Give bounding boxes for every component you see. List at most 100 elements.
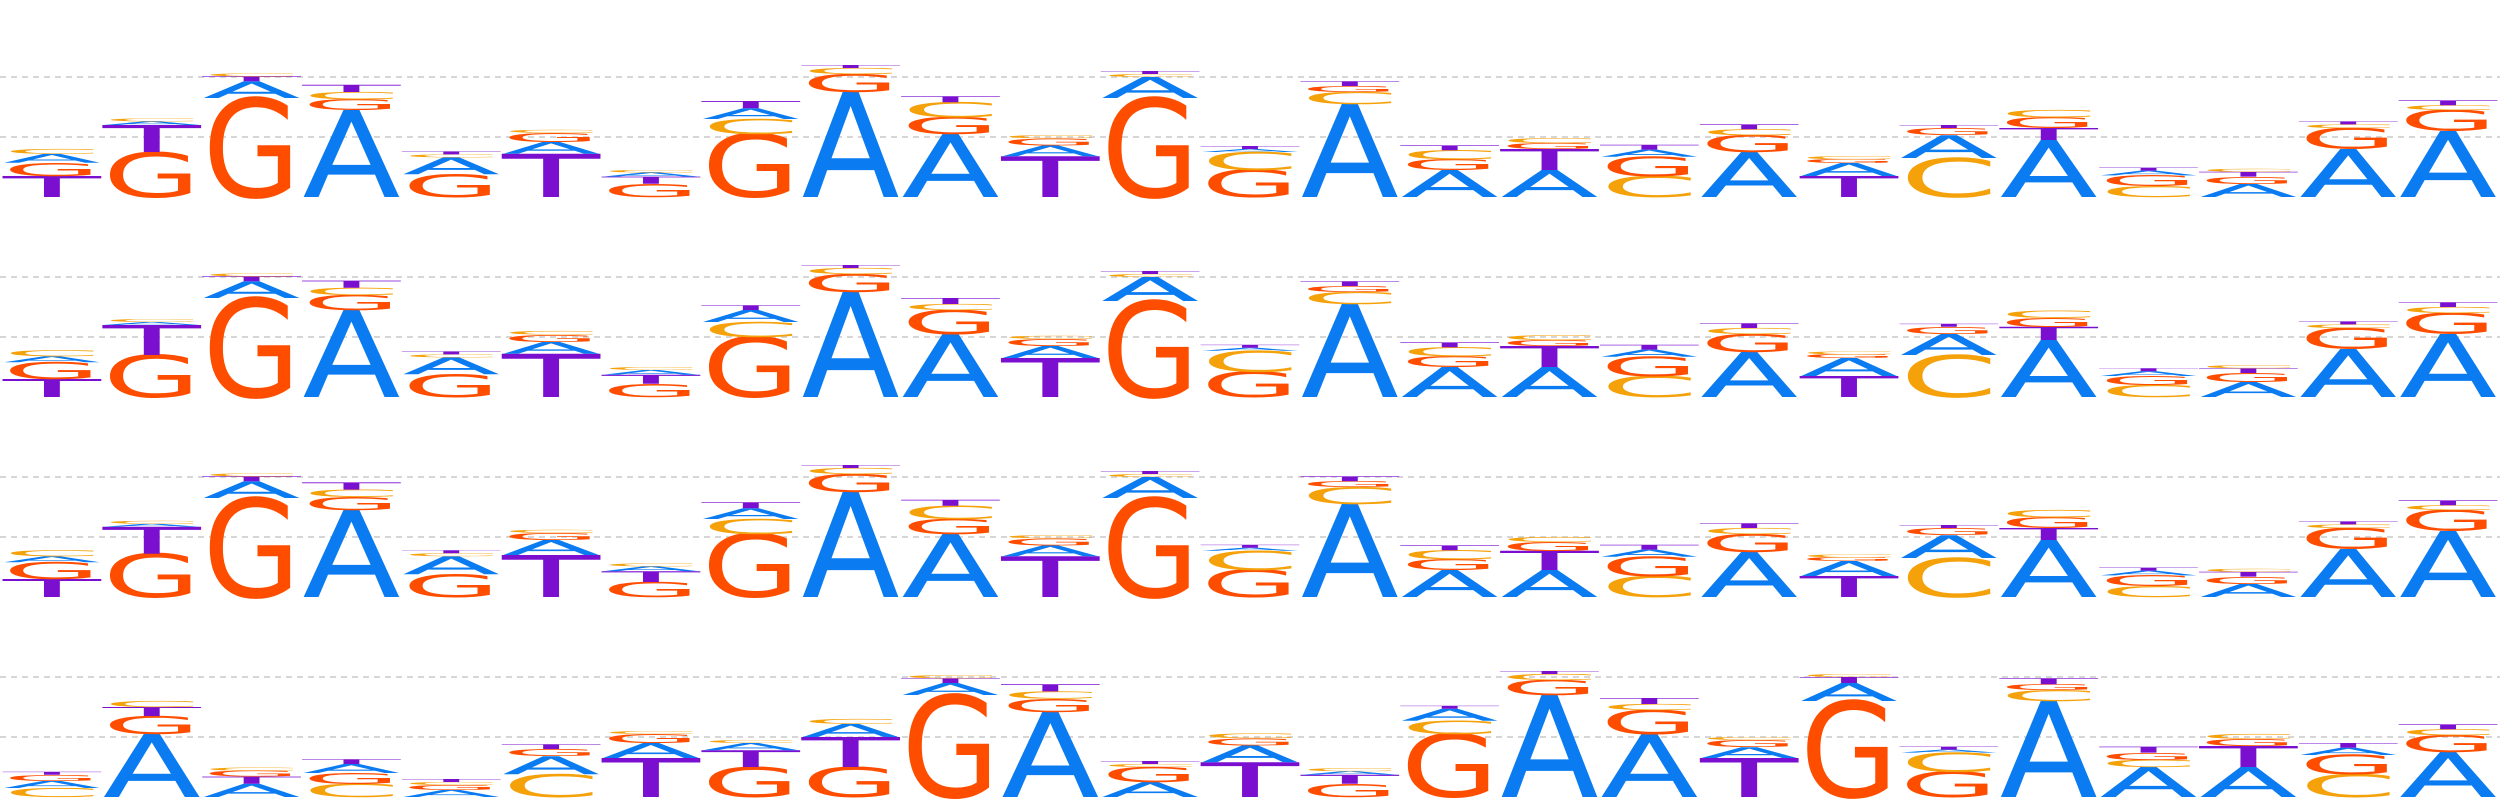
logo-letter-g-r1-p16: G [1501,141,1599,151]
logo-letter-t-r4-p4: T [301,758,401,766]
logo-letter-g-r4-p15: G [1401,717,1499,800]
logo-letter-a-r4-p25: A [2399,740,2497,800]
logo-letter-c-r2-p14: C [1301,289,1399,308]
logo-letter-t-r4-p14: T [1300,772,1400,786]
logo-letter-g-r3-p16: G [1501,540,1599,554]
logo-letter-a-r2-p18: A [1700,340,1798,412]
logo-letter-c-r3-p12: C [1101,473,1199,478]
logo-letter-c-r4-p23: C [2199,733,2297,741]
logo-letter-c-r2-p17: C [1600,370,1698,404]
logo-letter-c-r1-p21: C [2000,108,2098,119]
logo-letter-g-r4-p3: G [203,769,301,779]
logo-letter-g-r3-p23: G [2199,575,2297,586]
logo-letter-g-r4-p7: G [602,732,700,746]
logo-letter-a-r2-p25: A [2399,317,2497,418]
logo-letter-a-r3-p14: A [1301,478,1399,627]
logo-letter-a-r4-p4: A [303,762,401,776]
logo-letter-a-r1-p23: A [2199,180,2297,201]
logo-letter-t-r2-p18: T [1699,322,1799,330]
logo-letter-g-r4-p14: G [1301,780,1399,800]
logo-letter-c-r1-p11: C [1001,134,1099,139]
logo-letter-g-r2-p13: G [1201,365,1299,405]
logo-letter-a-r2-p7: A [602,369,700,377]
logo-letter-t-r3-p13: T [1200,544,1300,549]
logo-letter-c-r3-p3: C [203,473,301,478]
logo-letter-g-r2-p18: G [1700,329,1798,357]
logo-letter-a-r1-p7: A [602,171,700,178]
logo-letter-a-r2-p22: A [2100,370,2198,378]
logo-letter-t-r1-p21: T [1998,125,2098,144]
logo-letter-c-r2-p23: C [2199,364,2297,369]
logo-letter-g-r2-p25: G [2399,307,2497,341]
logo-letter-a-r2-p19: A [1800,353,1898,382]
logo-letter-t-r1-p4: T [301,83,401,94]
logo-letter-t-r1-p25: T [2398,99,2498,107]
logo-letter-a-r1-p22: A [2100,169,2198,177]
logo-letter-t-r4-p15: T [1399,705,1499,710]
logo-letter-a-r2-p21: A [2000,325,2098,416]
logo-letter-c-r4-p7: C [602,730,700,735]
logo-letter-a-r4-p17: A [1600,717,1698,800]
logo-letter-t-r4-p25: T [2398,723,2498,731]
logo-letter-g-r3-p3: G [203,471,301,629]
logo-letter-a-r3-p17: A [1600,548,1698,559]
logo-letter-a-r4-p19: A [1800,678,1898,707]
logo-letter-g-r2-p10: G [902,303,1000,342]
logo-letter-g-r2-p1: G [3,358,101,385]
logo-letter-c-r4-p11: C [1001,690,1099,701]
logo-letter-g-r1-p6: G [502,131,600,145]
logo-letter-a-r3-p5: A [402,552,500,581]
logo-letter-a-r3-p6: A [502,536,600,560]
logo-letter-g-r1-p7: G [602,180,700,201]
logo-letter-t-r4-p24: T [2298,742,2398,750]
logo-letter-a-r1-p14: A [1301,78,1399,227]
logo-letter-a-r3-p25: A [2399,514,2497,619]
logo-letter-t-r4-p19: T [1799,675,1899,685]
logo-letter-g-r3-p13: G [1201,563,1299,606]
logo-letter-c-r1-p9: C [802,66,900,76]
logo-letter-c-r4-p17: C [1600,702,1698,712]
logo-letter-a-r4-p8: A [702,741,800,752]
logo-letter-g-r1-p12: G [1101,71,1199,229]
logo-letter-g-r3-p22: G [2100,573,2198,590]
logo-letter-c-r2-p16: C [1501,334,1599,342]
logo-letter-t-r3-p11: T [1000,546,1100,611]
logo-letter-a-r2-p5: A [402,353,500,380]
logo-letter-t-r2-p24: T [2298,321,2398,326]
logo-letter-c-r4-p1: C [3,786,101,800]
logo-letter-t-r3-p5: T [401,549,501,554]
logo-letter-t-r1-p13: T [1200,145,1300,150]
logo-letter-g-r2-p11: G [1001,337,1099,348]
logo-letter-g-r3-p11: G [1001,536,1099,547]
logo-letter-t-r3-p15: T [1399,544,1499,552]
logo-letter-a-r1-p1: A [3,151,101,165]
logo-letter-c-r1-p25: C [2399,104,2497,112]
logo-letter-c-r2-p13: C [1201,345,1299,379]
logo-letter-c-r3-p9: C [802,466,900,476]
logo-letter-g-r1-p22: G [2100,173,2198,190]
